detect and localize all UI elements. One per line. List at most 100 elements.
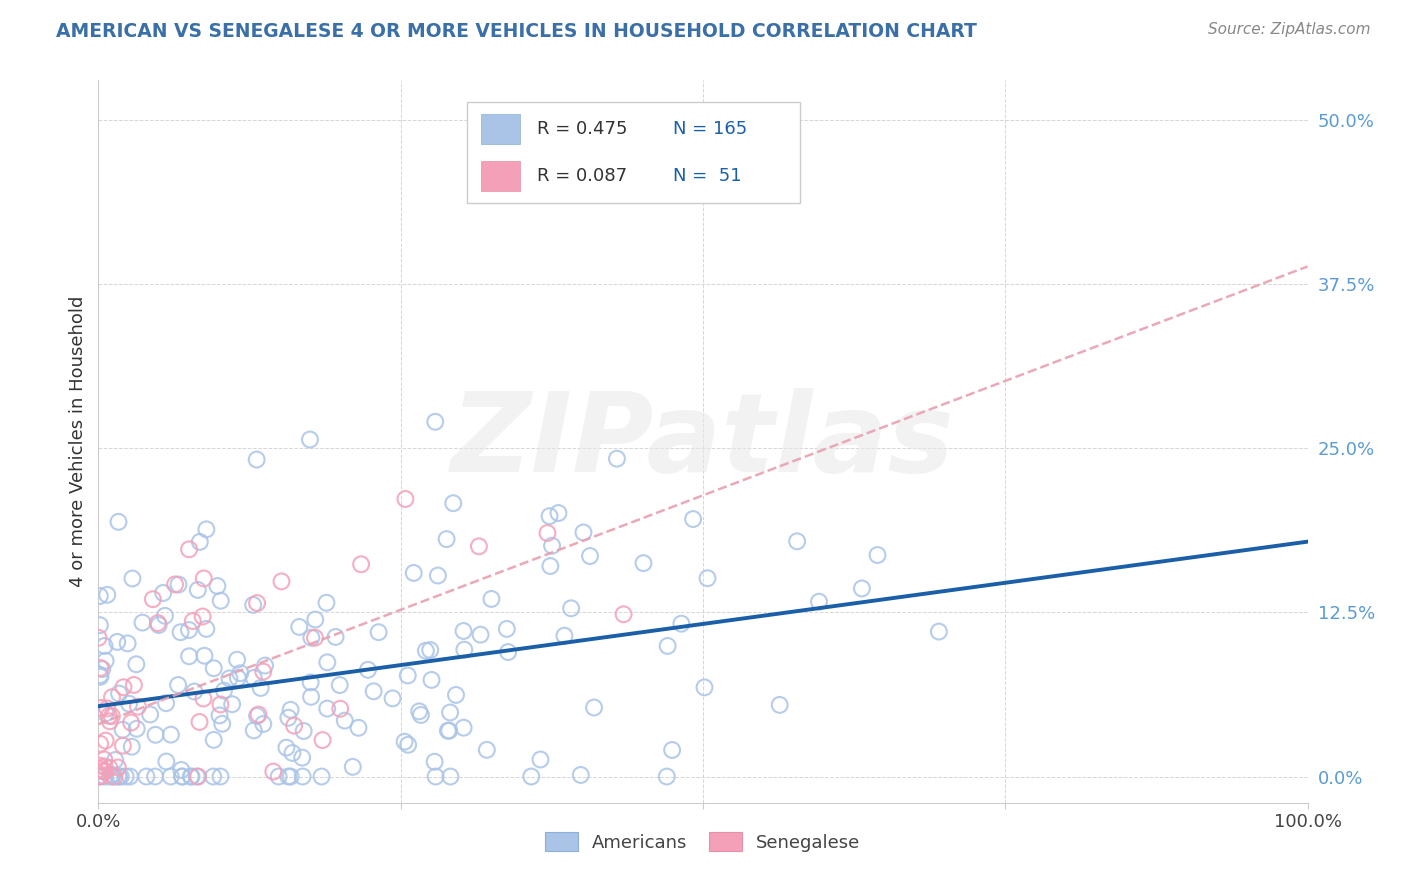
Point (246, 709, 269, 723)
Point (246, 452, 269, 467)
Point (347, 721, 370, 735)
Point (98, 714, 121, 729)
Point (193, 571, 215, 585)
Point (357, 663, 380, 677)
Point (96, 588, 118, 602)
Point (188, 534, 211, 549)
Point (633, 556, 655, 570)
Point (117, 636, 139, 650)
Point (120, 715, 142, 730)
Point (277, 770, 299, 784)
Point (186, 770, 208, 784)
Point (470, 628, 492, 642)
Point (195, 522, 218, 536)
Point (94, 733, 117, 747)
Point (439, 770, 461, 784)
Point (181, 614, 204, 628)
Point (299, 675, 322, 690)
Point (409, 708, 432, 723)
Point (211, 716, 233, 731)
Point (94, 654, 117, 668)
Point (311, 770, 333, 784)
Point (242, 598, 264, 612)
Point (93, 753, 115, 767)
Point (786, 534, 808, 549)
Point (270, 574, 292, 589)
Point (170, 763, 193, 777)
Point (655, 770, 678, 784)
Point (101, 709, 124, 723)
Point (98, 709, 121, 723)
Point (496, 645, 519, 659)
Point (394, 491, 416, 506)
Point (439, 706, 461, 720)
Point (280, 703, 302, 717)
Point (283, 719, 305, 733)
Point (193, 691, 215, 706)
Point (89, 770, 111, 784)
Point (122, 678, 145, 692)
Point (425, 415, 447, 429)
Point (101, 770, 124, 784)
Point (547, 506, 569, 520)
Point (415, 644, 437, 658)
Point (292, 724, 315, 739)
Point (155, 755, 177, 769)
Point (209, 698, 232, 712)
Point (127, 699, 149, 714)
Text: AMERICAN VS SENEGALESE 4 OR MORE VEHICLES IN HOUSEHOLD CORRELATION CHART: AMERICAN VS SENEGALESE 4 OR MORE VEHICLE… (56, 22, 977, 41)
Point (89, 670, 111, 684)
Point (93, 639, 115, 653)
Point (202, 661, 225, 675)
Point (553, 629, 575, 643)
Point (89, 668, 111, 682)
Point (169, 625, 191, 640)
Point (145, 728, 167, 742)
Point (538, 559, 561, 574)
Point (209, 593, 232, 607)
Point (453, 624, 475, 638)
Point (111, 723, 134, 737)
Point (394, 734, 416, 748)
Point (582, 700, 605, 714)
Point (298, 433, 321, 447)
Point (125, 722, 148, 736)
Point (180, 770, 202, 784)
Point (475, 743, 498, 757)
Point (453, 642, 475, 657)
Point (325, 630, 347, 644)
Point (160, 728, 183, 742)
Point (89, 618, 111, 632)
Point (93, 759, 115, 773)
Point (139, 707, 162, 722)
Point (226, 671, 249, 685)
Point (299, 690, 322, 704)
Point (90, 769, 112, 783)
Point (177, 623, 200, 637)
Point (111, 739, 134, 753)
Point (193, 648, 215, 663)
Point (212, 683, 235, 698)
Point (262, 764, 284, 779)
Point (107, 515, 129, 529)
Point (612, 607, 634, 622)
Point (329, 678, 352, 692)
Point (299, 631, 322, 645)
Point (143, 770, 166, 784)
Point (118, 770, 141, 784)
Point (288, 620, 311, 634)
Point (252, 665, 274, 679)
Point (167, 678, 190, 692)
Point (152, 586, 174, 600)
Point (350, 558, 373, 572)
Point (468, 539, 491, 553)
Point (177, 649, 200, 664)
Point (247, 707, 270, 722)
Point (453, 721, 475, 735)
Point (187, 582, 209, 597)
Point (195, 622, 218, 636)
Point (281, 746, 304, 760)
Y-axis label: 4 or more Vehicles in Household: 4 or more Vehicles in Household (69, 296, 87, 587)
Point (420, 673, 443, 687)
Point (96, 701, 118, 715)
